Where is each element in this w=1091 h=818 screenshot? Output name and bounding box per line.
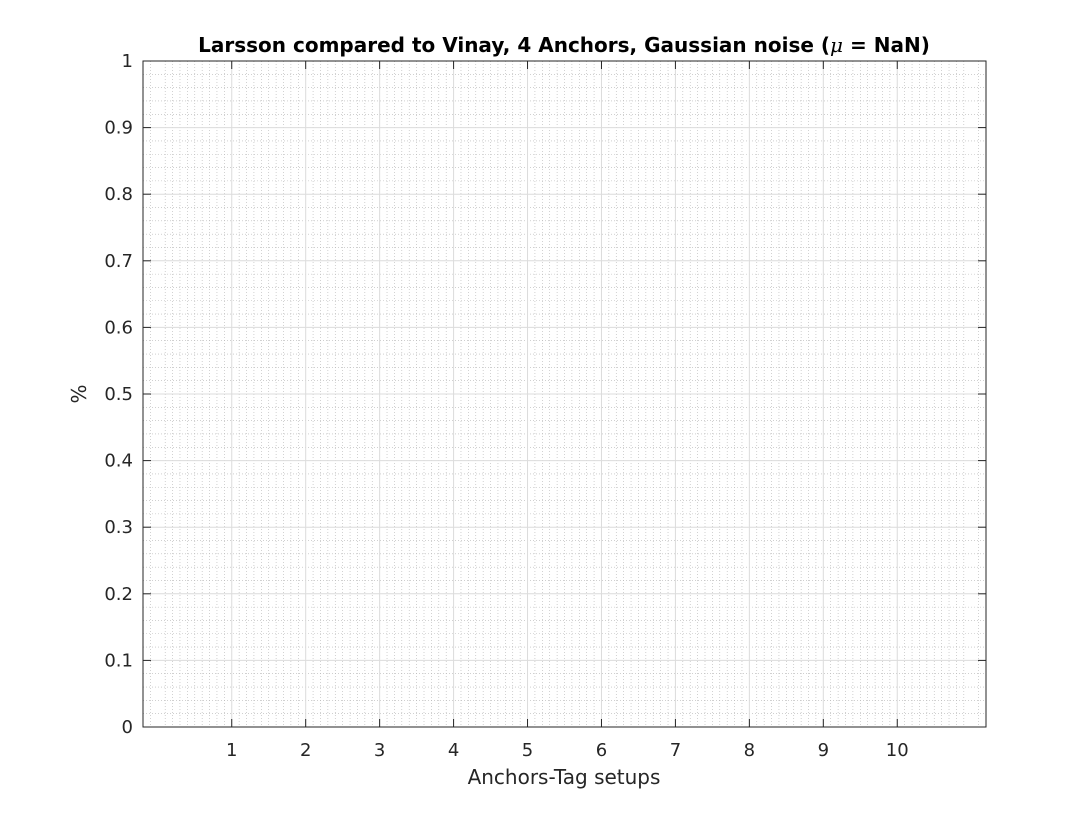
y-axis-label: % <box>67 384 91 403</box>
chart-title-mu-symbol: μ <box>830 33 843 57</box>
x-tick-label: 10 <box>886 740 909 761</box>
y-tick-label: 0.2 <box>104 584 133 605</box>
chart-title-text-after: = NaN) <box>843 33 930 57</box>
y-tick-label: 0.3 <box>104 517 133 538</box>
y-tick-label: 0.5 <box>104 384 133 405</box>
x-tick-label: 8 <box>744 740 755 761</box>
y-tick-label: 0.7 <box>104 251 133 272</box>
chart-title-text-before: Larsson compared to Vinay, 4 Anchors, Ga… <box>198 33 830 57</box>
x-tick-label: 7 <box>670 740 681 761</box>
y-tick-label: 0.9 <box>104 118 133 139</box>
x-axis-ticks: 1 2 3 4 5 6 7 8 9 10 <box>226 61 909 761</box>
major-grid <box>143 60 986 728</box>
x-tick-label: 1 <box>226 740 237 761</box>
y-tick-label: 1 <box>122 51 133 72</box>
chart-title: Larsson compared to Vinay, 4 Anchors, Ga… <box>198 33 930 57</box>
y-tick-label: 0.1 <box>104 650 133 671</box>
y-tick-label: 0.8 <box>104 184 133 205</box>
y-tick-label: 0.6 <box>104 317 133 338</box>
x-tick-label: 5 <box>522 740 533 761</box>
x-axis-label: Anchors-Tag setups <box>468 765 661 789</box>
x-tick-label: 2 <box>300 740 311 761</box>
y-tick-label: 0.4 <box>104 451 133 472</box>
x-tick-label: 6 <box>596 740 607 761</box>
y-axis-ticks: 0 0.1 0.2 0.3 0.4 0.5 0.6 0.7 0.8 0.9 1 <box>104 51 986 738</box>
x-tick-label: 3 <box>374 740 385 761</box>
x-tick-label: 4 <box>448 740 459 761</box>
y-tick-label: 0 <box>122 717 133 738</box>
x-tick-label: 9 <box>818 740 829 761</box>
